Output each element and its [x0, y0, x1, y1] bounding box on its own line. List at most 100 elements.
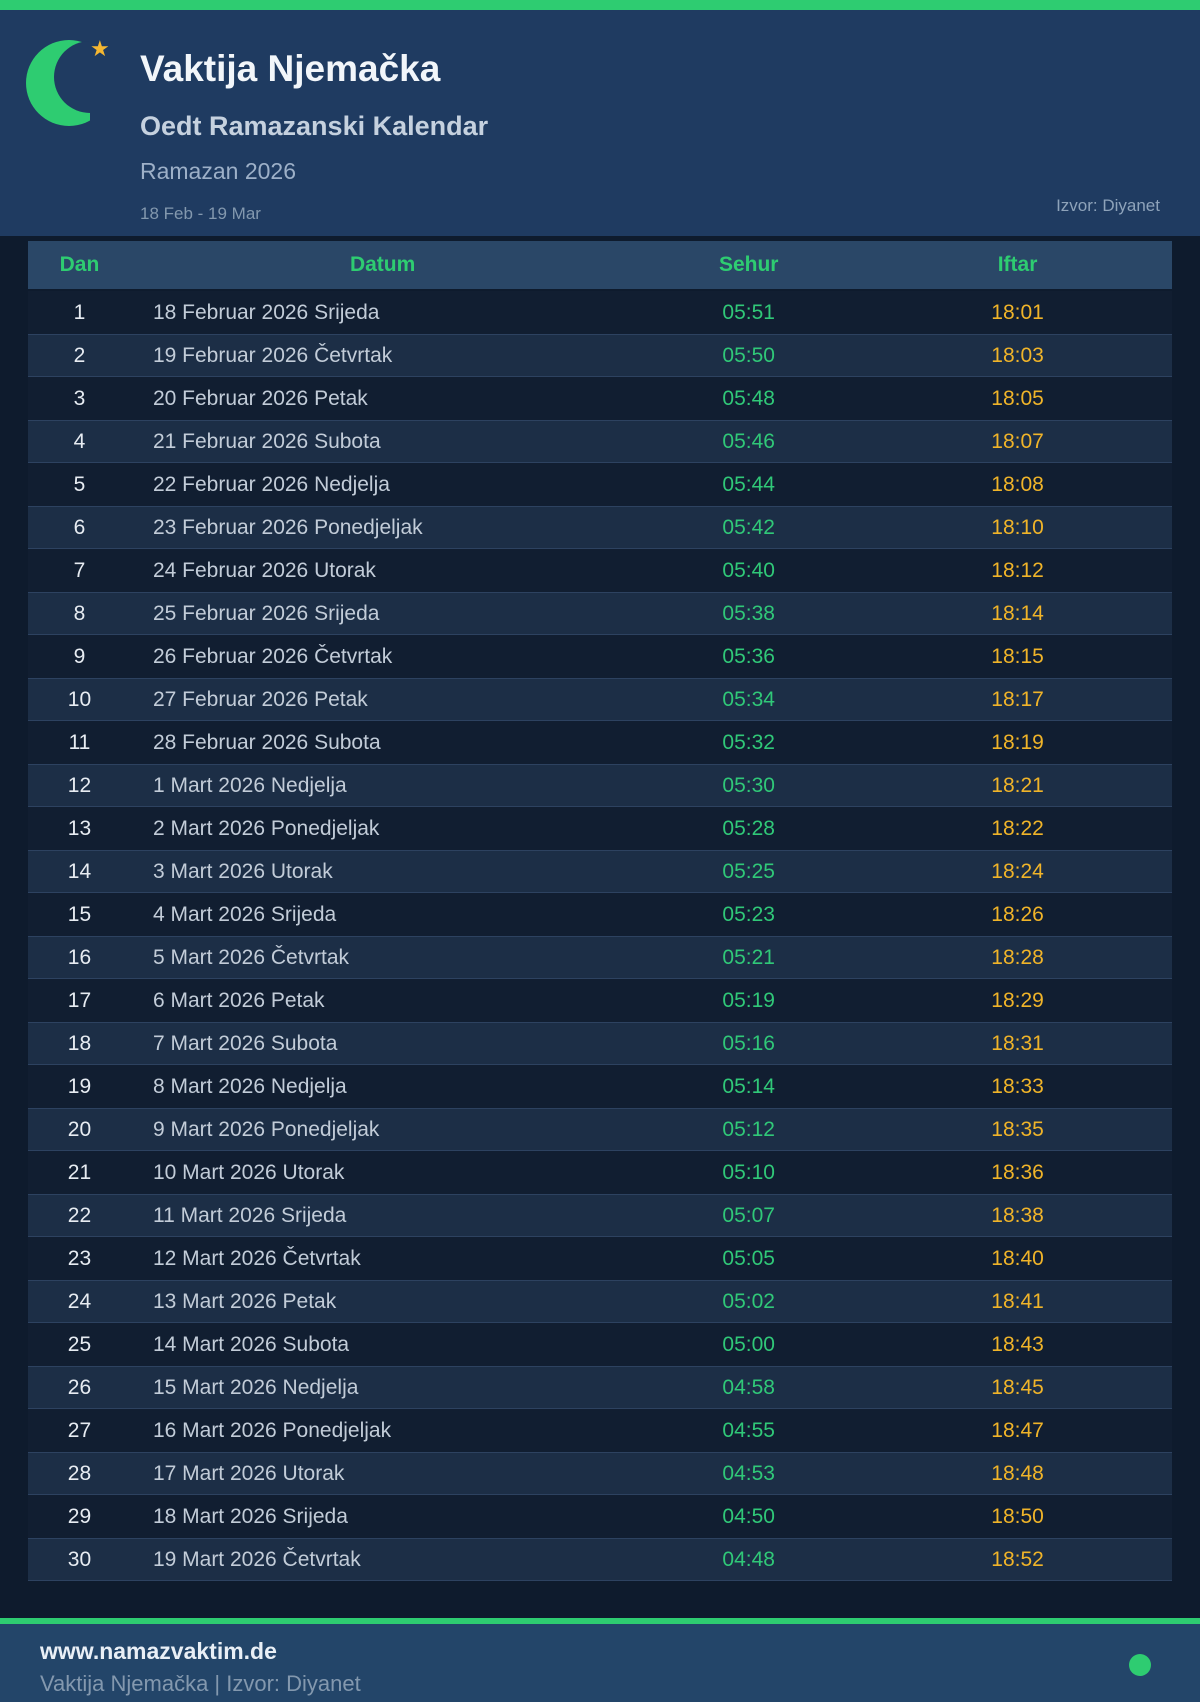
iftar-time: 18:03: [991, 343, 1044, 367]
iftar-time: 18:43: [991, 1332, 1044, 1356]
column-header-dan: Dan: [59, 253, 100, 276]
date-cell: 11 Mart 2026 Srijeda: [152, 1203, 347, 1227]
top-accent-bar: [0, 0, 1200, 10]
table-row: 2 19 Februar 2026 Četvrtak 05:50 18:03: [28, 334, 1172, 377]
sehur-time: 05:38: [722, 601, 775, 625]
table-row: 6 23 Februar 2026 Ponedjeljak 05:42 18:1…: [28, 506, 1172, 549]
table-row: 18 7 Mart 2026 Subota 05:16 18:31: [28, 1022, 1172, 1065]
sehur-time: 05:42: [722, 515, 775, 539]
sehur-time: 05:44: [722, 472, 775, 496]
iftar-time: 18:28: [991, 945, 1044, 969]
date-cell: 1 Mart 2026 Nedjelja: [152, 773, 347, 797]
date-cell: 7 Mart 2026 Subota: [152, 1031, 338, 1055]
green-dot-icon: [1129, 1654, 1151, 1676]
day-number: 28: [67, 1461, 92, 1485]
iftar-time: 18:22: [991, 816, 1044, 840]
day-number: 18: [67, 1031, 92, 1055]
day-number: 16: [67, 945, 92, 969]
table-row: 22 11 Mart 2026 Srijeda 05:07 18:38: [28, 1194, 1172, 1237]
date-range-label: 18 Feb - 19 Mar: [140, 204, 261, 223]
day-number: 29: [67, 1504, 92, 1528]
table-row: 12 1 Mart 2026 Nedjelja 05:30 18:21: [28, 764, 1172, 807]
iftar-time: 18:31: [991, 1031, 1044, 1055]
date-cell: 18 Mart 2026 Srijeda: [152, 1504, 348, 1528]
day-number: 10: [67, 687, 92, 711]
iftar-time: 18:08: [991, 472, 1044, 496]
date-cell: 16 Mart 2026 Ponedjeljak: [152, 1418, 392, 1442]
sehur-time: 04:58: [722, 1375, 775, 1399]
sehur-time: 05:25: [722, 859, 775, 883]
sehur-time: 05:28: [722, 816, 775, 840]
table-row: 15 4 Mart 2026 Srijeda 05:23 18:26: [28, 893, 1172, 936]
column-header-sehur: Sehur: [718, 253, 779, 276]
day-number: 4: [73, 429, 86, 453]
page-subtitle: Oedt Ramazanski Kalendar: [140, 111, 489, 141]
table-row: 7 24 Februar 2026 Utorak 05:40 18:12: [28, 549, 1172, 592]
day-number: 15: [67, 902, 92, 926]
sehur-time: 05:36: [722, 644, 775, 668]
website-url: www.namazvaktim.de: [40, 1638, 277, 1664]
page-header: ★ Vaktija Njemačka Oedt Ramazanski Kalen…: [0, 10, 1200, 236]
day-number: 21: [67, 1160, 92, 1184]
table-row: 27 16 Mart 2026 Ponedjeljak 04:55 18:47: [28, 1409, 1172, 1452]
iftar-time: 18:24: [991, 859, 1044, 883]
date-cell: 5 Mart 2026 Četvrtak: [152, 945, 350, 969]
date-cell: 2 Mart 2026 Ponedjeljak: [152, 816, 380, 840]
date-cell: 4 Mart 2026 Srijeda: [152, 902, 337, 926]
sehur-time: 05:16: [722, 1031, 775, 1055]
date-cell: 19 Februar 2026 Četvrtak: [152, 343, 393, 367]
sehur-time: 05:00: [722, 1332, 775, 1356]
iftar-time: 18:38: [991, 1203, 1044, 1227]
day-number: 24: [67, 1289, 92, 1313]
sehur-time: 05:10: [722, 1160, 775, 1184]
date-cell: 24 Februar 2026 Utorak: [152, 558, 376, 582]
sehur-time: 04:48: [722, 1547, 775, 1571]
table-row: 1 18 Februar 2026 Srijeda 05:51 18:01: [28, 291, 1172, 334]
date-cell: 14 Mart 2026 Subota: [152, 1332, 350, 1356]
date-cell: 26 Februar 2026 Četvrtak: [152, 644, 393, 668]
table-row: 21 10 Mart 2026 Utorak 05:10 18:36: [28, 1151, 1172, 1194]
table-row: 5 22 Februar 2026 Nedjelja 05:44 18:08: [28, 463, 1172, 506]
day-number: 6: [73, 515, 86, 539]
iftar-time: 18:01: [991, 300, 1044, 324]
sehur-time: 04:50: [722, 1504, 775, 1528]
table-row: 29 18 Mart 2026 Srijeda 04:50 18:50: [28, 1495, 1172, 1538]
date-cell: 20 Februar 2026 Petak: [152, 386, 368, 410]
date-cell: 18 Februar 2026 Srijeda: [152, 300, 380, 324]
sehur-time: 05:19: [722, 988, 775, 1012]
iftar-time: 18:50: [991, 1504, 1044, 1528]
iftar-time: 18:12: [991, 558, 1044, 582]
date-cell: 15 Mart 2026 Nedjelja: [152, 1375, 359, 1399]
iftar-time: 18:10: [991, 515, 1044, 539]
sehur-time: 05:05: [722, 1246, 775, 1270]
table-row: 16 5 Mart 2026 Četvrtak 05:21 18:28: [28, 936, 1172, 979]
day-number: 13: [67, 816, 92, 840]
date-cell: 10 Mart 2026 Utorak: [152, 1160, 345, 1184]
table-row: 24 13 Mart 2026 Petak 05:02 18:41: [28, 1280, 1172, 1323]
date-cell: 9 Mart 2026 Ponedjeljak: [152, 1117, 380, 1141]
period-label: Ramazan 2026: [140, 158, 296, 184]
date-cell: 25 Februar 2026 Srijeda: [152, 601, 380, 625]
day-number: 25: [67, 1332, 92, 1356]
table-row: 11 28 Februar 2026 Subota 05:32 18:19: [28, 721, 1172, 764]
day-number: 27: [67, 1418, 92, 1442]
sehur-time: 05:51: [722, 300, 775, 324]
table-row: 30 19 Mart 2026 Četvrtak 04:48 18:52: [28, 1538, 1172, 1581]
sehur-time: 05:40: [722, 558, 775, 582]
table-body: 1 18 Februar 2026 Srijeda 05:51 18:01 2 …: [28, 291, 1172, 1581]
table-row: 10 27 Februar 2026 Petak 05:34 18:17: [28, 678, 1172, 721]
day-number: 20: [67, 1117, 92, 1141]
day-number: 11: [68, 730, 91, 754]
iftar-time: 18:07: [991, 429, 1044, 453]
day-number: 19: [67, 1074, 92, 1098]
column-header-datum: Datum: [349, 253, 416, 276]
footer-tagline: Vaktija Njemačka | Izvor: Diyanet: [40, 1670, 361, 1696]
table-row: 3 20 Februar 2026 Petak 05:48 18:05: [28, 377, 1172, 420]
iftar-time: 18:41: [991, 1289, 1044, 1313]
sehur-time: 04:53: [722, 1461, 775, 1485]
page-footer: www.namazvaktim.de Vaktija Njemačka | Iz…: [0, 1624, 1200, 1702]
day-number: 12: [67, 773, 92, 797]
sehur-time: 05:02: [722, 1289, 775, 1313]
day-number: 5: [73, 472, 86, 496]
date-cell: 13 Mart 2026 Petak: [152, 1289, 337, 1313]
